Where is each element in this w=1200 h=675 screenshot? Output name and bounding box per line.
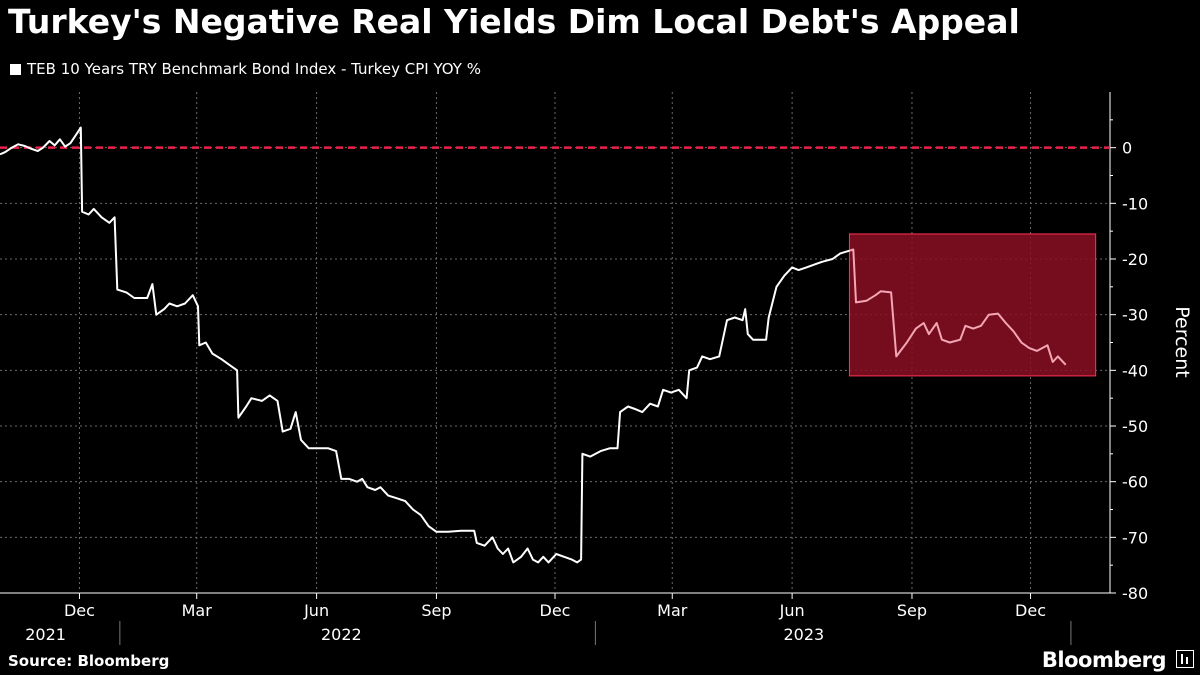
- year-label: 2022: [321, 625, 362, 644]
- x-tick-label: Dec: [540, 601, 571, 620]
- x-tick-label: Jun: [303, 601, 329, 620]
- y-tick-label: -80: [1122, 584, 1148, 603]
- y-axis-label: Percent: [1171, 306, 1193, 378]
- x-tick-label: Dec: [64, 601, 95, 620]
- legend-label: TEB 10 Years TRY Benchmark Bond Index - …: [27, 60, 481, 78]
- chart-title: Turkey's Negative Real Yields Dim Local …: [8, 2, 1020, 41]
- year-label: 2021: [25, 625, 66, 644]
- x-tick-label: Jun: [779, 601, 805, 620]
- x-tick-label: Sep: [897, 601, 927, 620]
- x-tick-label: Mar: [182, 601, 213, 620]
- x-tick-label: Mar: [657, 601, 688, 620]
- bloomberg-icon: [1176, 650, 1194, 668]
- source-note: Source: Bloomberg: [8, 652, 170, 670]
- y-tick-label: -60: [1122, 473, 1148, 492]
- y-tick-label: -40: [1122, 361, 1148, 380]
- year-label: 2023: [783, 625, 824, 644]
- brand-logo-text: Bloomberg: [1041, 648, 1167, 672]
- x-tick-label: Sep: [421, 601, 451, 620]
- y-tick-label: -10: [1122, 194, 1148, 213]
- y-tick-label: -70: [1122, 528, 1148, 547]
- y-tick-label: -30: [1122, 306, 1148, 325]
- x-tick-label: Dec: [1015, 601, 1046, 620]
- series-line-highlighted: [849, 248, 1067, 366]
- y-tick-label: -20: [1122, 250, 1148, 269]
- highlight-box: [848, 233, 1097, 377]
- y-tick-label: -50: [1122, 417, 1148, 436]
- y-tick-label: 0: [1122, 139, 1132, 158]
- series-line: [0, 126, 850, 564]
- legend-swatch: [10, 63, 21, 75]
- legend: TEB 10 Years TRY Benchmark Bond Index - …: [10, 60, 481, 78]
